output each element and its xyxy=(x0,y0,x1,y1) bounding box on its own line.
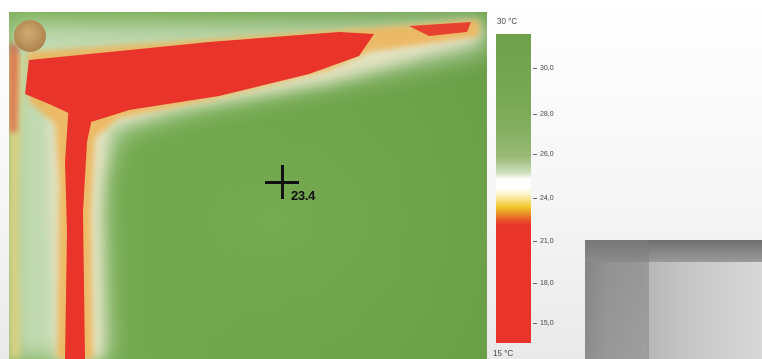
scale-tick: 21,0 xyxy=(533,238,554,245)
temperature-scale-bar xyxy=(496,34,531,343)
scale-tick: 15,0 xyxy=(533,320,554,327)
room-wall-shadow xyxy=(585,240,649,359)
spot-temperature-value: 23.4 xyxy=(291,188,315,203)
scale-min-label: 15 °C xyxy=(493,349,513,358)
scale-tick: 30,0 xyxy=(533,65,554,72)
crosshair-vertical xyxy=(281,165,284,199)
scale-max-label: 30 °C xyxy=(497,17,517,26)
scale-tick: 28,0 xyxy=(533,111,554,118)
scale-tick: 18,0 xyxy=(533,280,554,287)
scale-tick: 26,0 xyxy=(533,151,554,158)
thermal-image xyxy=(9,12,487,359)
room-corner-edge xyxy=(647,262,649,359)
room-corner-photo xyxy=(585,240,762,359)
scale-tick: 24,0 xyxy=(533,195,554,202)
camera-logo-badge xyxy=(14,20,46,52)
